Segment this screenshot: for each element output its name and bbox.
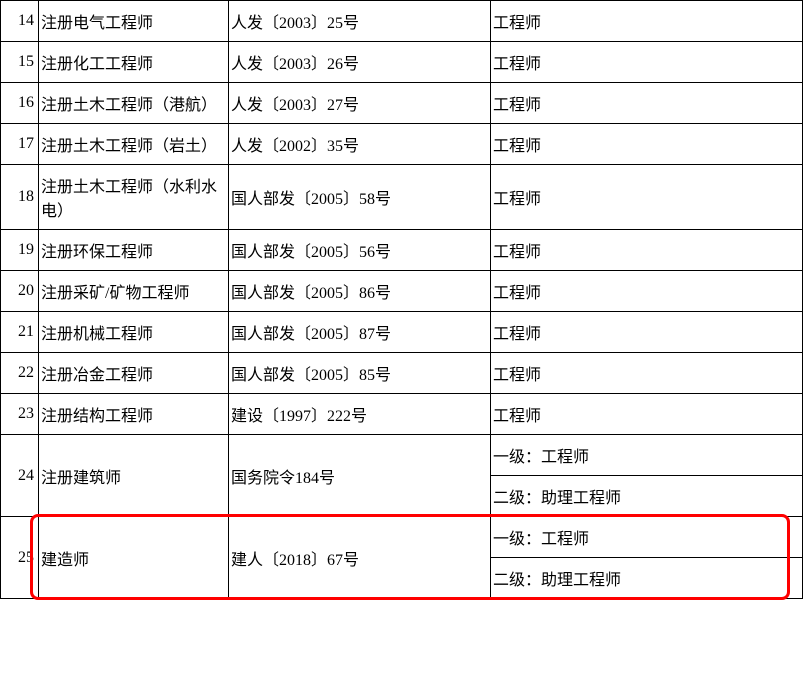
cell-doc: 建设〔1997〕222号 <box>229 394 491 435</box>
cell-doc: 国人部发〔2005〕58号 <box>229 165 491 230</box>
cell-num: 14 <box>1 1 39 42</box>
cell-num: 19 <box>1 230 39 271</box>
table-row: 25建造师建人〔2018〕67号一级：工程师 <box>1 517 803 558</box>
qualification-table: 14注册电气工程师人发〔2003〕25号工程师15注册化工工程师人发〔2003〕… <box>0 0 803 599</box>
table-row: 20注册采矿/矿物工程师国人部发〔2005〕86号工程师 <box>1 271 803 312</box>
cell-title: 一级：工程师 <box>491 517 803 558</box>
cell-name: 注册冶金工程师 <box>39 353 229 394</box>
table-row: 24注册建筑师国务院令184号一级：工程师 <box>1 435 803 476</box>
table-row: 19注册环保工程师国人部发〔2005〕56号工程师 <box>1 230 803 271</box>
cell-num: 25 <box>1 517 39 599</box>
cell-num: 22 <box>1 353 39 394</box>
cell-title: 工程师 <box>491 271 803 312</box>
cell-name: 注册机械工程师 <box>39 312 229 353</box>
cell-title: 工程师 <box>491 42 803 83</box>
cell-num: 21 <box>1 312 39 353</box>
cell-title: 工程师 <box>491 83 803 124</box>
table-row: 15注册化工工程师人发〔2003〕26号工程师 <box>1 42 803 83</box>
cell-num: 16 <box>1 83 39 124</box>
cell-doc: 人发〔2002〕35号 <box>229 124 491 165</box>
cell-name: 注册土木工程师（岩土） <box>39 124 229 165</box>
cell-title: 工程师 <box>491 312 803 353</box>
table-row: 17注册土木工程师（岩土）人发〔2002〕35号工程师 <box>1 124 803 165</box>
cell-title: 工程师 <box>491 353 803 394</box>
cell-title: 工程师 <box>491 1 803 42</box>
cell-name: 注册电气工程师 <box>39 1 229 42</box>
cell-name: 注册环保工程师 <box>39 230 229 271</box>
cell-num: 24 <box>1 435 39 517</box>
cell-name: 注册土木工程师（水利水电） <box>39 165 229 230</box>
cell-title: 一级：工程师 <box>491 435 803 476</box>
cell-title: 二级：助理工程师 <box>491 476 803 517</box>
cell-num: 17 <box>1 124 39 165</box>
table-row: 22注册冶金工程师国人部发〔2005〕85号工程师 <box>1 353 803 394</box>
cell-doc: 建人〔2018〕67号 <box>229 517 491 599</box>
cell-title: 工程师 <box>491 165 803 230</box>
cell-doc: 人发〔2003〕27号 <box>229 83 491 124</box>
table-row: 14注册电气工程师人发〔2003〕25号工程师 <box>1 1 803 42</box>
cell-title: 工程师 <box>491 230 803 271</box>
cell-title: 工程师 <box>491 124 803 165</box>
cell-doc: 国人部发〔2005〕87号 <box>229 312 491 353</box>
cell-name: 注册建筑师 <box>39 435 229 517</box>
cell-num: 15 <box>1 42 39 83</box>
cell-title: 工程师 <box>491 394 803 435</box>
cell-doc: 国务院令184号 <box>229 435 491 517</box>
table-container: 14注册电气工程师人发〔2003〕25号工程师15注册化工工程师人发〔2003〕… <box>0 0 803 599</box>
cell-doc: 国人部发〔2005〕86号 <box>229 271 491 312</box>
cell-doc: 人发〔2003〕26号 <box>229 42 491 83</box>
cell-doc: 国人部发〔2005〕85号 <box>229 353 491 394</box>
cell-num: 20 <box>1 271 39 312</box>
cell-doc: 人发〔2003〕25号 <box>229 1 491 42</box>
cell-num: 18 <box>1 165 39 230</box>
cell-name: 注册结构工程师 <box>39 394 229 435</box>
table-row: 21注册机械工程师国人部发〔2005〕87号工程师 <box>1 312 803 353</box>
cell-doc: 国人部发〔2005〕56号 <box>229 230 491 271</box>
cell-name: 建造师 <box>39 517 229 599</box>
table-row: 16注册土木工程师（港航）人发〔2003〕27号工程师 <box>1 83 803 124</box>
cell-name: 注册化工工程师 <box>39 42 229 83</box>
cell-name: 注册采矿/矿物工程师 <box>39 271 229 312</box>
table-row: 23注册结构工程师建设〔1997〕222号工程师 <box>1 394 803 435</box>
table-row: 18注册土木工程师（水利水电）国人部发〔2005〕58号工程师 <box>1 165 803 230</box>
cell-title: 二级：助理工程师 <box>491 558 803 599</box>
cell-name: 注册土木工程师（港航） <box>39 83 229 124</box>
cell-num: 23 <box>1 394 39 435</box>
